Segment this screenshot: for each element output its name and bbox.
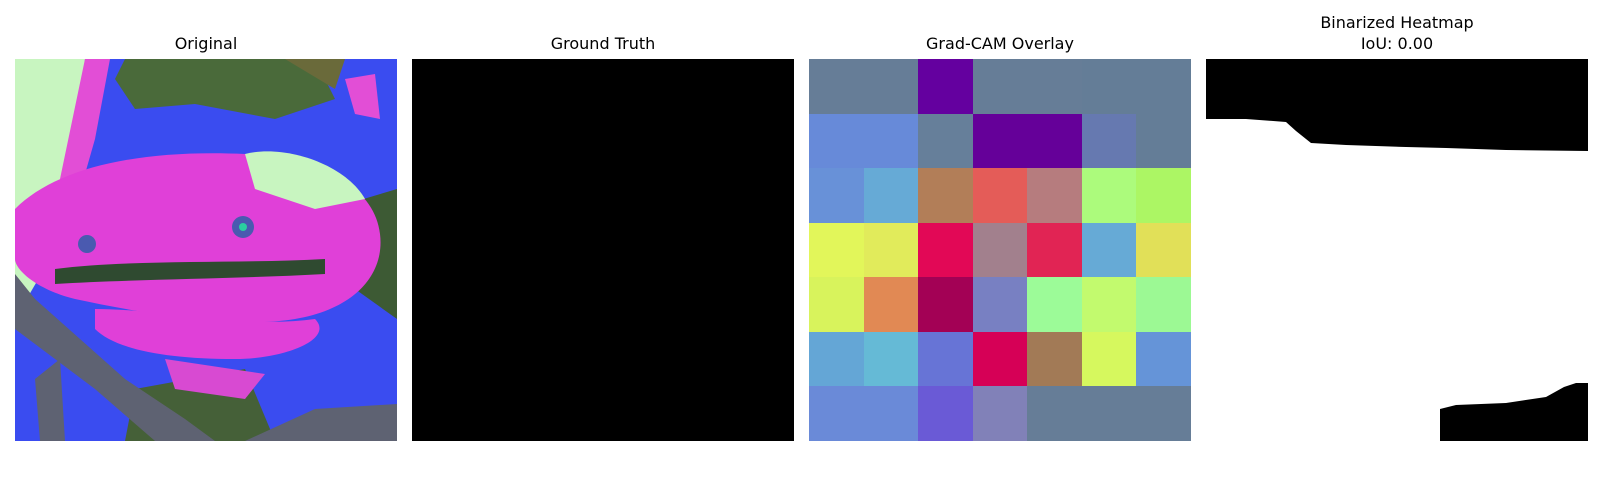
gradcam-cell bbox=[1027, 222, 1082, 278]
gradcam-cell bbox=[1081, 331, 1137, 387]
gradcam-cell bbox=[809, 113, 864, 169]
gradcam-cell bbox=[972, 331, 1028, 387]
gradcam-cell bbox=[809, 168, 864, 223]
gradcam-cell bbox=[972, 222, 1028, 278]
gradcam-cell bbox=[863, 113, 919, 169]
gradcam-cell bbox=[1136, 331, 1191, 387]
gradcam-cell bbox=[809, 277, 864, 332]
gradcam-title: Grad-CAM Overlay bbox=[926, 34, 1074, 53]
original-image-art bbox=[15, 59, 397, 441]
gradcam-cell bbox=[1136, 386, 1191, 441]
gradcam-cell bbox=[918, 277, 973, 332]
gradcam-cell bbox=[809, 331, 864, 387]
gradcam-cell bbox=[1027, 331, 1082, 387]
gradcam-cell bbox=[1027, 277, 1082, 332]
original-image bbox=[15, 59, 397, 441]
gradcam-cell bbox=[1081, 222, 1137, 278]
gradcam-cell bbox=[918, 386, 973, 441]
gradcam-cell bbox=[918, 331, 973, 387]
gradcam-cell bbox=[1027, 59, 1082, 114]
gradcam-cell bbox=[1081, 277, 1137, 332]
gradcam-cell bbox=[1027, 168, 1082, 223]
ground-truth-title: Ground Truth bbox=[550, 34, 656, 53]
gradcam-cell bbox=[863, 59, 919, 114]
gradcam-cell bbox=[1136, 222, 1191, 278]
gradcam-overlay bbox=[809, 59, 1191, 441]
gradcam-cell bbox=[972, 386, 1028, 441]
gradcam-cell bbox=[1136, 277, 1191, 332]
gradcam-cell bbox=[1081, 113, 1137, 169]
gradcam-cell bbox=[972, 168, 1028, 223]
gradcam-cell bbox=[863, 222, 919, 278]
gradcam-cell bbox=[1136, 59, 1191, 114]
gradcam-cell bbox=[1081, 386, 1137, 441]
gradcam-cell bbox=[809, 222, 864, 278]
gradcam-cell bbox=[1081, 168, 1137, 223]
binarized-heatmap-art bbox=[1206, 59, 1588, 441]
gradcam-cell bbox=[918, 222, 973, 278]
gradcam-cell bbox=[863, 331, 919, 387]
gradcam-cell bbox=[1136, 168, 1191, 223]
gradcam-cell bbox=[972, 59, 1028, 114]
gradcam-cell bbox=[863, 386, 919, 441]
gradcam-cell bbox=[809, 386, 864, 441]
gradcam-cell bbox=[918, 113, 973, 169]
gradcam-cell bbox=[1027, 386, 1082, 441]
gradcam-cell bbox=[918, 168, 973, 223]
gradcam-cell bbox=[1027, 113, 1082, 169]
gradcam-cell bbox=[863, 277, 919, 332]
ground-truth-mask bbox=[412, 59, 794, 441]
gradcam-cell bbox=[1081, 59, 1137, 114]
gradcam-cell bbox=[918, 59, 973, 114]
original-title: Original bbox=[174, 34, 238, 53]
gradcam-cell bbox=[863, 168, 919, 223]
gradcam-cell bbox=[972, 277, 1028, 332]
gradcam-cell bbox=[809, 59, 864, 114]
gradcam-cell bbox=[972, 113, 1028, 169]
gradcam-cell bbox=[1136, 113, 1191, 169]
binarized-title: Binarized Heatmap IoU: 0.00 bbox=[1320, 13, 1474, 53]
binarized-heatmap bbox=[1206, 59, 1588, 441]
